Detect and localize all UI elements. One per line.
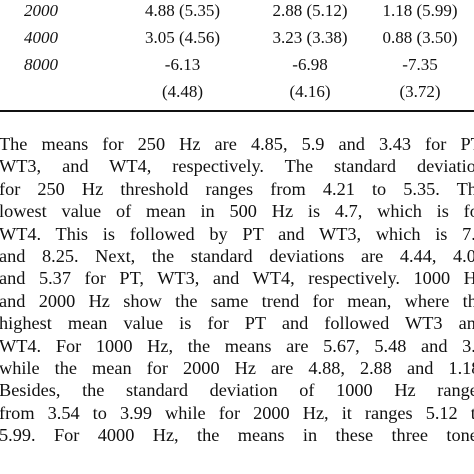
- table-row: 2000 4.88 (5.35) 2.88 (5.12) 1.18 (5.99): [0, 0, 474, 22]
- paragraph-line: highest mean value is for PT and followe…: [0, 313, 474, 334]
- paragraph-line: and 8.25. Next, the standard deviations …: [0, 245, 474, 266]
- paragraph-line: from 3.54 to 3.99 while for 2000 Hz, it …: [0, 402, 474, 423]
- paragraph-line: Besides, the standard deviation of 1000 …: [0, 380, 474, 401]
- pt-cell: (4.48): [161, 82, 204, 101]
- body-paragraph: The means for 250 Hz are 4.85, 5.9 and 3…: [0, 133, 474, 446]
- pt-cell: -6.13: [164, 55, 201, 74]
- frequency-cell: 8000: [24, 55, 58, 74]
- wt4-cell: 0.88 (3.50): [382, 28, 458, 47]
- wt4-cell: -7.35: [402, 55, 438, 74]
- table-row: 8000 -6.13 -6.98 -7.35: [0, 53, 474, 76]
- wt4-cell: 1.18 (5.99): [382, 1, 458, 20]
- paragraph-line: 5.99. For 4000 Hz, the means in these th…: [0, 425, 474, 446]
- frequency-cell: 2000: [24, 1, 58, 20]
- paragraph-line: lowest value of mean in 500 Hz is 4.7, w…: [0, 201, 474, 222]
- paragraph-line: WT4. This is followed by PT and WT3, whi…: [0, 223, 474, 244]
- paragraph-line: and 5.37 for PT, WT3, and WT4, respectiv…: [0, 268, 474, 289]
- wt3-cell: 3.23 (3.38): [272, 28, 348, 47]
- paragraph-line: The means for 250 Hz are 4.85, 5.9 and 3…: [0, 134, 474, 154]
- paragraph-line: and 2000 Hz show the same trend for mean…: [0, 290, 474, 311]
- wt4-cell: (3.72): [399, 82, 441, 101]
- wt3-cell: -6.98: [292, 55, 328, 74]
- table-row: 4000 3.05 (4.56) 3.23 (3.38) 0.88 (3.50): [0, 26, 474, 49]
- frequency-cell: 4000: [24, 28, 58, 47]
- paragraph-line: while the mean for 2000 Hz are 4.88, 2.8…: [0, 357, 474, 378]
- paragraph-line: WT4. For 1000 Hz, the means are 5.67, 5.…: [0, 335, 474, 356]
- pt-cell: 4.88 (5.35): [144, 1, 221, 20]
- paragraph-line: WT3, and WT4, respectively. The standard…: [0, 156, 474, 177]
- pt-cell: 3.05 (4.56): [144, 28, 221, 47]
- table-bottom-rule: [0, 110, 474, 112]
- table-row: (4.48) (4.16) (3.72): [0, 80, 474, 103]
- paragraph-line: for 250 Hz threshold ranges from 4.21 to…: [0, 178, 474, 199]
- wt3-cell: 2.88 (5.12): [272, 1, 348, 20]
- wt3-cell: (4.16): [289, 82, 331, 101]
